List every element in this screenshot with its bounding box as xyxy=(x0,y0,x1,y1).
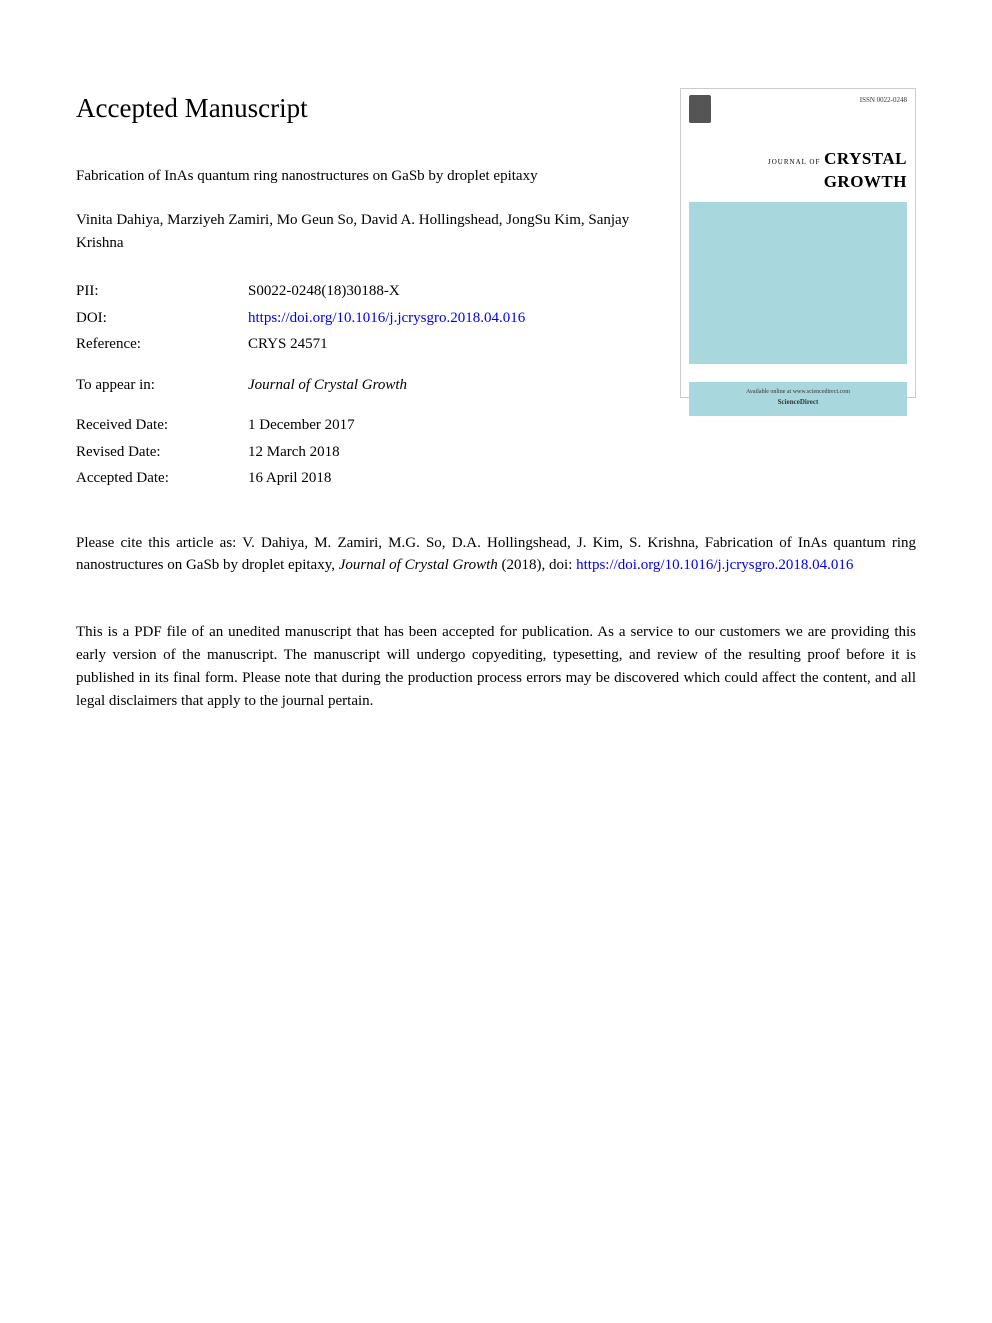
doi-value-cell: https://doi.org/10.1016/j.jcrysgro.2018.… xyxy=(248,305,525,332)
doi-label: DOI: xyxy=(76,305,248,332)
meta-row-received: Received Date: 1 December 2017 xyxy=(76,412,525,439)
citation-doi-link[interactable]: https://doi.org/10.1016/j.jcrysgro.2018.… xyxy=(576,557,853,573)
cover-footer-line2: ScienceDirect xyxy=(689,397,907,408)
disclaimer-block: This is a PDF file of an unedited manusc… xyxy=(76,621,916,714)
meta-row-appear: To appear in: Journal of Crystal Growth xyxy=(76,372,525,399)
meta-row-revised: Revised Date: 12 March 2018 xyxy=(76,439,525,466)
reference-value: CRYS 24571 xyxy=(248,331,525,358)
left-content: Accepted Manuscript Fabrication of InAs … xyxy=(76,88,636,508)
cover-image-area xyxy=(689,202,907,364)
meta-row-doi: DOI: https://doi.org/10.1016/j.jcrysgro.… xyxy=(76,305,525,332)
cover-issn: ISSN 0022-0248 xyxy=(860,95,907,106)
revised-value: 12 March 2018 xyxy=(248,439,525,466)
doi-link[interactable]: https://doi.org/10.1016/j.jcrysgro.2018.… xyxy=(248,310,525,326)
accepted-label: Accepted Date: xyxy=(76,465,248,492)
citation-journal: Journal of Crystal Growth xyxy=(339,557,498,573)
citation-year-doi: (2018), doi: xyxy=(498,557,576,573)
cover-title-band: JOURNAL OF CRYSTAL GROWTH xyxy=(681,145,915,202)
meta-spacer xyxy=(76,358,525,372)
meta-spacer xyxy=(76,398,525,412)
article-authors: Vinita Dahiya, Marziyeh Zamiri, Mo Geun … xyxy=(76,209,636,254)
metadata-table: PII: S0022-0248(18)30188-X DOI: https://… xyxy=(76,278,525,492)
cover-growth: GROWTH xyxy=(824,172,907,191)
page-heading: Accepted Manuscript xyxy=(76,88,636,129)
revised-label: Revised Date: xyxy=(76,439,248,466)
citation-block: Please cite this article as: V. Dahiya, … xyxy=(76,532,916,577)
appear-label: To appear in: xyxy=(76,372,248,399)
accepted-value: 16 April 2018 xyxy=(248,465,525,492)
header-row: Accepted Manuscript Fabrication of InAs … xyxy=(76,88,916,508)
article-title: Fabrication of InAs quantum ring nanostr… xyxy=(76,165,636,188)
cover-footer: Available online at www.sciencedirect.co… xyxy=(689,382,907,416)
cover-crystal: CRYSTAL xyxy=(824,149,907,168)
cover-top: ISSN 0022-0248 xyxy=(681,89,915,145)
cover-footer-line1: Available online at www.sciencedirect.co… xyxy=(689,388,907,397)
received-value: 1 December 2017 xyxy=(248,412,525,439)
elsevier-logo-icon xyxy=(689,95,711,123)
reference-label: Reference: xyxy=(76,331,248,358)
pii-value: S0022-0248(18)30188-X xyxy=(248,278,525,305)
cover-band xyxy=(689,366,907,378)
meta-row-accepted: Accepted Date: 16 April 2018 xyxy=(76,465,525,492)
pii-label: PII: xyxy=(76,278,248,305)
appear-value: Journal of Crystal Growth xyxy=(248,372,525,399)
received-label: Received Date: xyxy=(76,412,248,439)
meta-row-reference: Reference: CRYS 24571 xyxy=(76,331,525,358)
meta-row-pii: PII: S0022-0248(18)30188-X xyxy=(76,278,525,305)
cover-journal-of: JOURNAL OF xyxy=(768,158,820,166)
journal-cover: ISSN 0022-0248 JOURNAL OF CRYSTAL GROWTH… xyxy=(680,88,916,398)
